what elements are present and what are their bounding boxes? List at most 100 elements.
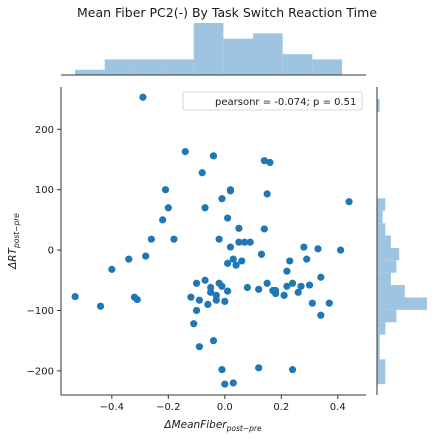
scatter-point	[108, 265, 116, 273]
scatter-point	[280, 291, 288, 299]
y-hist-bar	[377, 210, 383, 224]
y-axis-label-base: ΔRT	[7, 246, 19, 269]
scatter-point	[139, 93, 147, 101]
scatter-point	[195, 343, 203, 351]
scatter-point	[255, 285, 263, 293]
x-tick-label: 0.0	[217, 402, 233, 413]
x-hist-bar	[282, 54, 313, 75]
scatter-point	[305, 281, 314, 289]
scatter-point	[260, 225, 268, 233]
scatter-point	[221, 380, 229, 388]
x-axis-ticks: −0.4 −0.2 0.0 0.2 0.4	[100, 395, 346, 413]
scatter-point	[240, 238, 249, 246]
scatter-point	[226, 186, 235, 194]
x-tick-label: −0.2	[156, 402, 180, 413]
scatter-point	[232, 261, 240, 269]
scatter-point	[317, 273, 325, 281]
scatter-point	[243, 283, 251, 292]
scatter-point	[336, 246, 345, 254]
x-hist-bar	[253, 33, 283, 75]
scatter-point	[71, 292, 79, 301]
y-hist-bar	[377, 359, 386, 372]
scatter-point	[235, 238, 243, 246]
scatter-point	[314, 245, 322, 253]
scatter-point	[297, 282, 305, 290]
y-marginal-histogram	[376, 87, 427, 395]
scatter-point	[204, 300, 212, 309]
scatter-point	[345, 198, 353, 206]
scatter-point	[226, 243, 235, 251]
scatter-point	[294, 288, 302, 296]
scatter-point	[198, 169, 206, 177]
scatter-point	[308, 299, 316, 307]
x-hist-bar	[104, 59, 135, 75]
scatter-point	[283, 267, 291, 275]
y-hist-bar	[377, 272, 391, 286]
scatter-point	[125, 255, 133, 263]
scatter-point	[266, 158, 274, 167]
y-hist-bar	[377, 99, 380, 112]
scatter-point	[187, 293, 195, 301]
scatter-point	[263, 190, 271, 198]
scatter-point	[229, 379, 237, 387]
y-hist-bar	[377, 198, 386, 211]
x-tick-label: 0.2	[273, 402, 289, 413]
scatter-point	[303, 255, 311, 263]
scatter-point	[161, 186, 170, 194]
x-axis-label: ΔMeanFiberpost−pre	[163, 419, 262, 433]
y-hist-bar	[377, 334, 380, 347]
y-hist-bar	[377, 247, 400, 261]
scatter-point	[325, 299, 333, 307]
scatter-point	[255, 364, 263, 372]
y-hist-bar	[377, 285, 405, 298]
scatter-point	[147, 235, 155, 243]
y-hist-bar	[377, 309, 397, 323]
y-tick-label: −200	[27, 366, 54, 377]
legend-text: pearsonr = -0.074; p = 0.51	[215, 97, 356, 108]
scatter-point	[192, 306, 201, 315]
scatter-point	[218, 366, 226, 374]
scatter-point	[218, 195, 226, 203]
y-tick-label: −100	[27, 306, 54, 317]
x-hist-bar	[75, 69, 105, 75]
scatter-point	[181, 148, 189, 156]
scatter-point	[142, 252, 150, 260]
scatter-point	[224, 259, 232, 267]
scatter-point	[229, 255, 237, 263]
y-hist-bar	[377, 260, 397, 273]
y-tick-label: 0	[48, 246, 54, 257]
scatter-point	[209, 152, 218, 160]
scatter-point	[195, 296, 203, 304]
x-hist-bar	[164, 59, 194, 75]
scatter-point	[190, 320, 198, 328]
scatter-point	[246, 238, 254, 246]
scatter-point	[224, 214, 232, 222]
legend: pearsonr = -0.074; p = 0.51	[182, 91, 363, 111]
scatter-point	[317, 311, 325, 319]
y-hist-bar	[377, 371, 386, 385]
y-hist-bar	[377, 346, 380, 360]
y-axis-ticks: −200 −100 0 100 200	[27, 125, 61, 377]
x-hist-bar	[312, 59, 342, 75]
y-axis-label: ΔRTpost−pre	[7, 213, 21, 270]
x-hist-bar	[193, 23, 224, 75]
scatter-point	[159, 216, 167, 224]
scatter-point	[215, 235, 223, 243]
legend-box	[182, 91, 363, 111]
scatter-point	[238, 257, 246, 265]
scatter-point	[218, 282, 226, 290]
scatter-point	[286, 257, 294, 265]
scatter-point	[221, 297, 229, 305]
x-axis-label-sub: post−pre	[226, 424, 262, 433]
x-hist-bar	[134, 59, 165, 75]
y-tick-label: 100	[35, 185, 54, 196]
x-axis-label-base: ΔMeanFiber	[163, 419, 227, 431]
scatter-point	[133, 295, 141, 304]
scatter-point	[283, 282, 291, 290]
scatter-point	[260, 157, 268, 165]
scatter-point	[288, 366, 297, 374]
scatter-point	[263, 279, 271, 287]
y-hist-bar	[377, 223, 386, 236]
